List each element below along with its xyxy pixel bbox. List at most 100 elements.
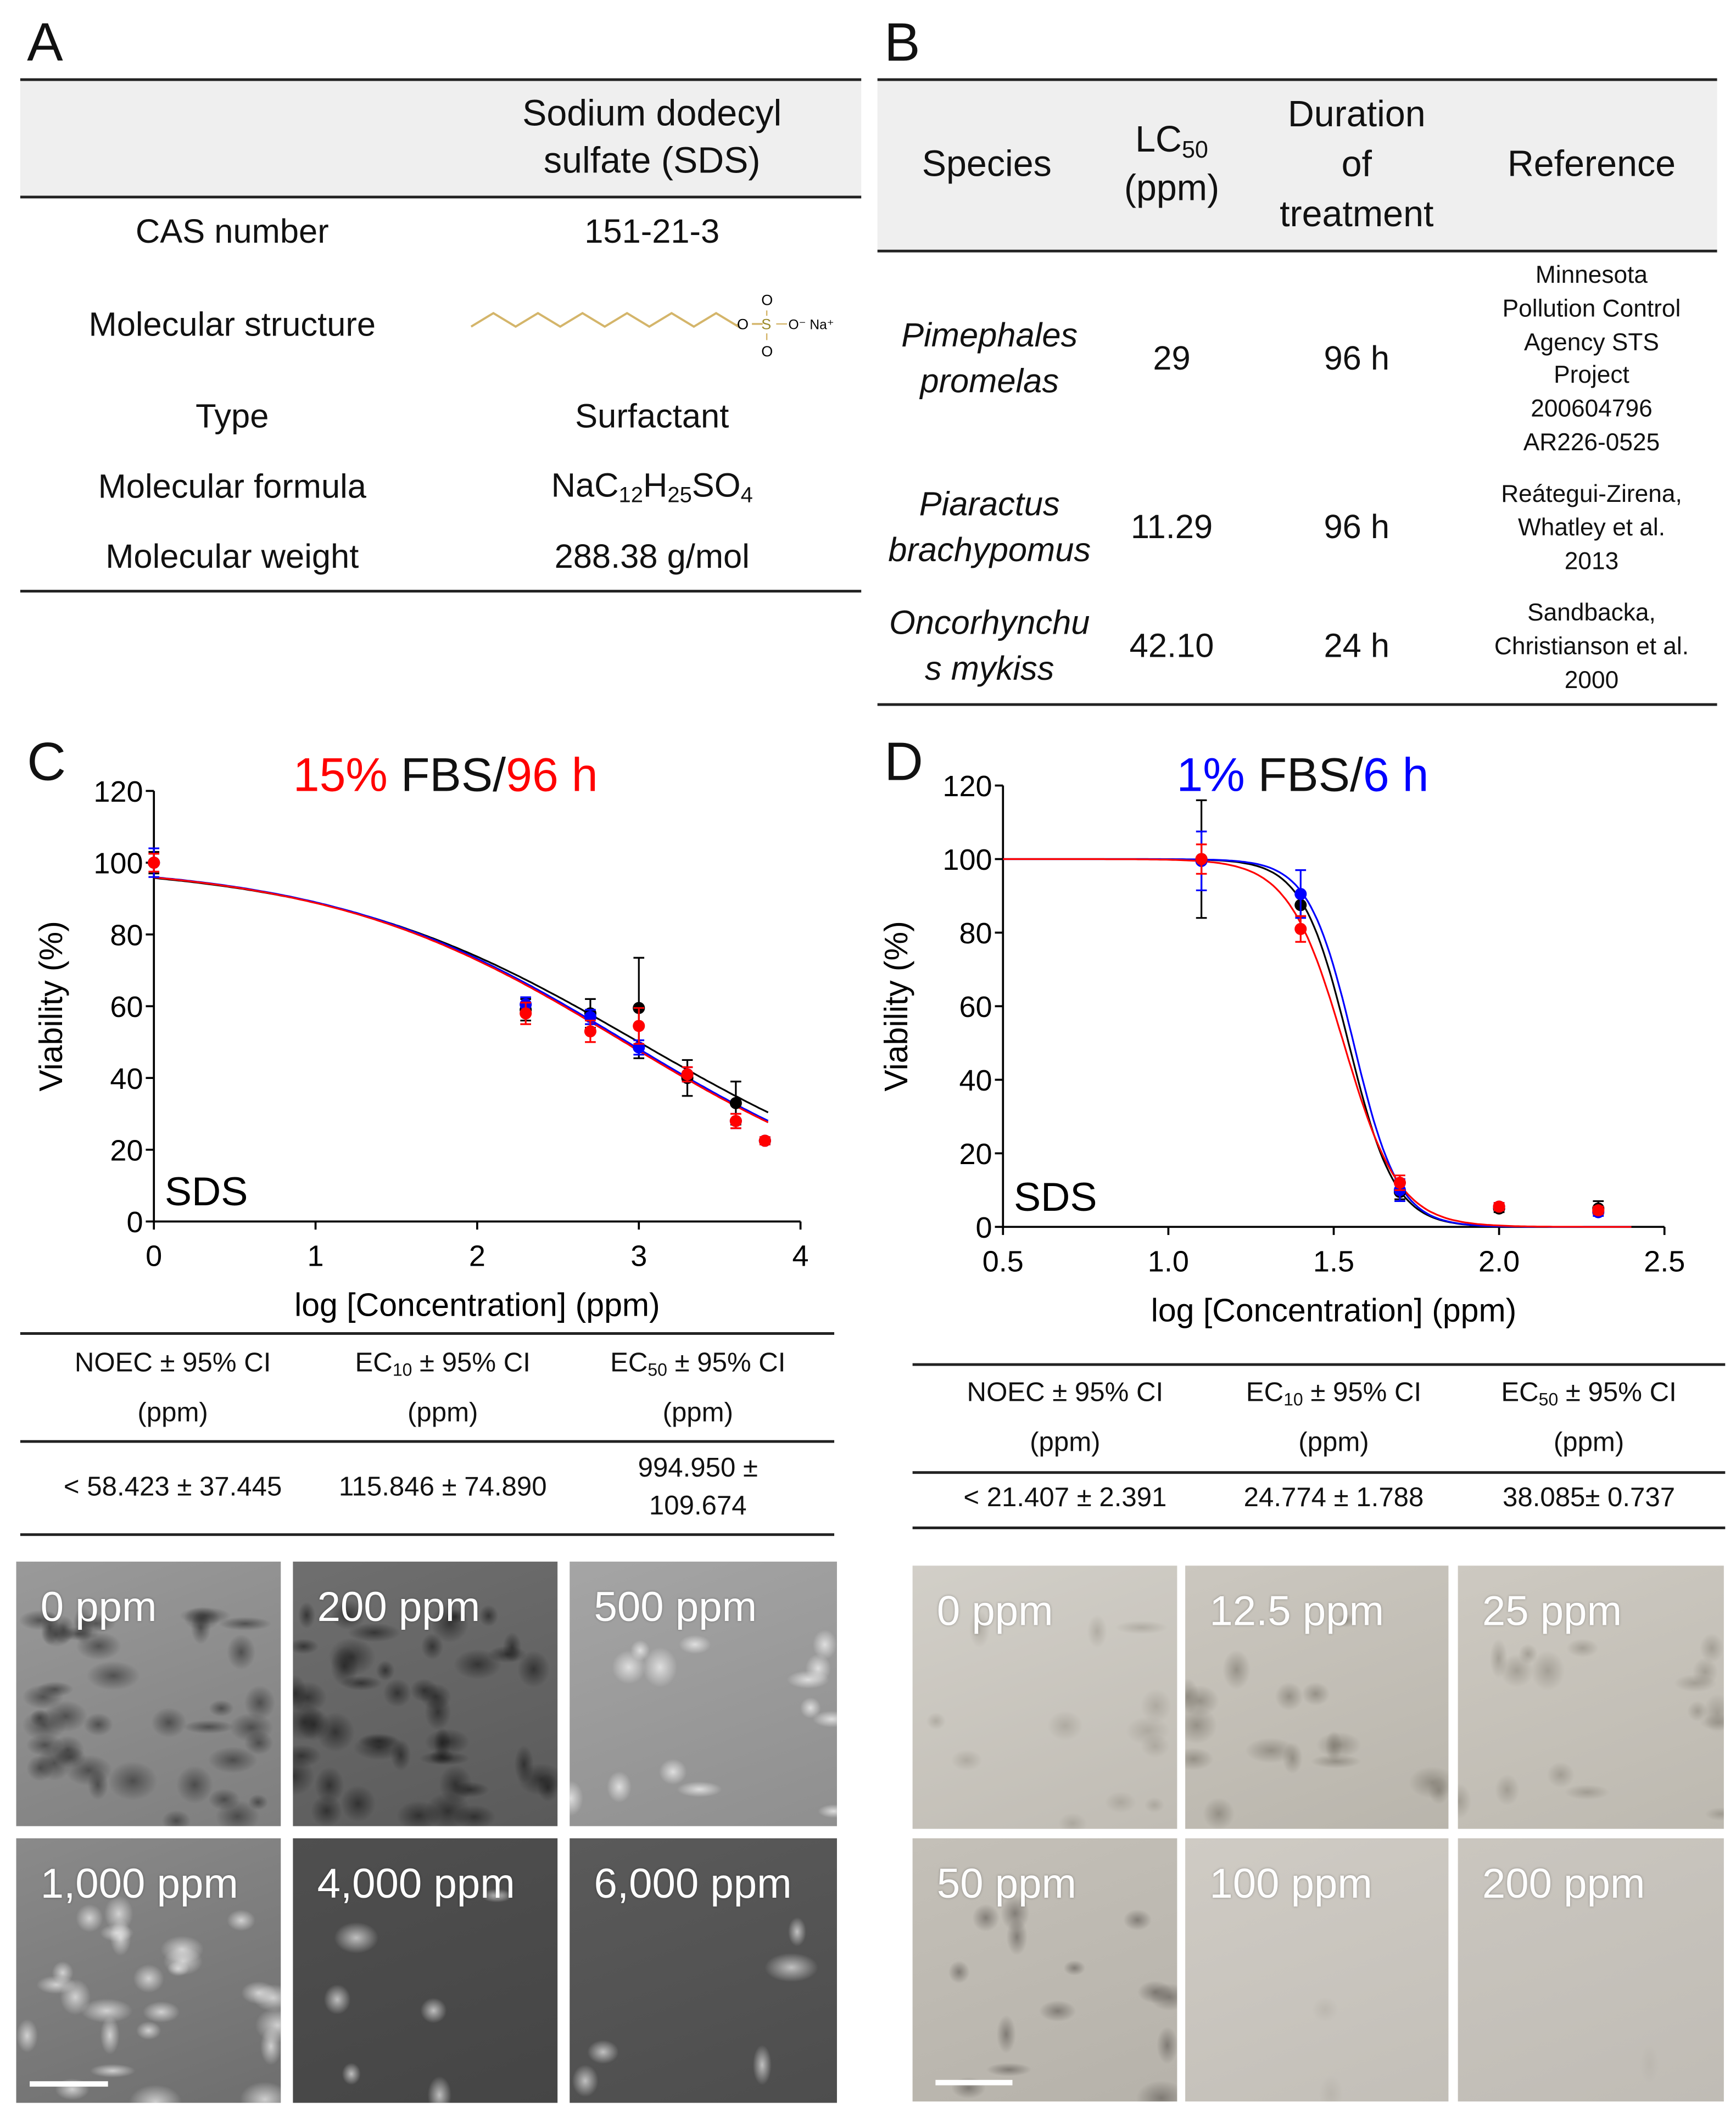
divider — [20, 590, 862, 593]
species-line: Oncorhynchu — [889, 604, 1090, 642]
concentration-label: 200 ppm — [1482, 1860, 1645, 1908]
value-line: 109.674 — [649, 1491, 747, 1522]
type-value: Surfactant — [575, 398, 729, 436]
chart-d-title: 1% FBS/6 h — [1176, 749, 1428, 803]
ref-line: Minnesota — [1535, 261, 1648, 288]
y-tick-label: 20 — [959, 1138, 992, 1171]
header-text: NOEC — [74, 1348, 153, 1378]
y-tick-label: 60 — [110, 991, 143, 1024]
fit-curve-red — [1003, 858, 1632, 1228]
oxygen-atom: O — [761, 343, 773, 360]
oxygen-atom: O — [737, 316, 749, 333]
y-tick-label: 80 — [110, 919, 143, 952]
data-point-red — [148, 857, 160, 869]
species-line: promelas — [920, 363, 1059, 401]
table-b-header-bg — [877, 78, 1717, 250]
y-axis-label: Viability (%) — [33, 921, 69, 1091]
fit-curve-red — [154, 876, 769, 1123]
header-unit: (ppm) — [1298, 1427, 1369, 1457]
reference: Sandbacka, Christianson et al. 2000 — [1494, 596, 1689, 697]
data-point-blue — [1294, 888, 1307, 901]
header-text: ± 95% CI — [1303, 1377, 1422, 1407]
header-reference: Reference — [1507, 143, 1676, 184]
header-line: Duration — [1287, 93, 1426, 135]
ref-line: 2000 — [1564, 666, 1619, 693]
formula-sub: 12 — [618, 483, 643, 508]
ref-line: AR226-0525 — [1523, 428, 1660, 456]
x-tick-label: 1.0 — [1148, 1245, 1189, 1278]
reference: Reátegui-Zirena, Whatley et al. 2013 — [1501, 478, 1682, 578]
divider — [877, 703, 1717, 706]
header-unit: (ppm) — [408, 1397, 478, 1428]
header-unit: (ppm) — [662, 1397, 733, 1428]
column-header: EC50 ± 95% CI (ppm) — [1501, 1368, 1676, 1468]
header-unit: (ppm) — [1030, 1427, 1101, 1457]
concentration-label: 25 ppm — [1482, 1587, 1622, 1635]
micrograph: 6,000 ppm — [570, 1838, 837, 2103]
concentration-label: 200 ppm — [317, 1583, 481, 1631]
duration-value: 24 h — [1324, 627, 1390, 666]
y-tick-label: 40 — [959, 1064, 992, 1097]
value-cell: < 21.407 ± 2.391 — [963, 1483, 1167, 1513]
micrograph: 200 ppm — [293, 1561, 558, 1826]
row-label-formula: Molecular formula — [98, 468, 366, 506]
ref-line: 200604796 — [1531, 395, 1653, 422]
row-label-structure: Molecular structure — [88, 306, 376, 344]
species-name: Oncorhynchu s mykiss — [889, 600, 1090, 692]
title-time: 96 h — [506, 749, 598, 802]
value-cell: 115.846 ± 74.890 — [338, 1472, 547, 1502]
concentration-label: 4,000 ppm — [317, 1860, 515, 1908]
micrograph: 1,000 ppm — [16, 1838, 281, 2103]
lc50-value: 11.29 — [1130, 508, 1213, 546]
concentration-label: 12.5 ppm — [1209, 1587, 1385, 1635]
x-tick-label: 4 — [792, 1240, 809, 1273]
title-fbs: FBS/ — [1244, 749, 1363, 802]
chart-c: 0 20 40 60 80 100 120 0 1 2 3 4 log [Concentration] … — [33, 775, 809, 1323]
data-point-red — [1592, 1204, 1605, 1217]
column-header: EC10 ± 95% CI (ppm) — [1246, 1368, 1421, 1468]
x-axis-label: log [Concentration] (ppm) — [1151, 1292, 1517, 1328]
y-tick-label: 0 — [126, 1206, 143, 1239]
data-point-red — [758, 1134, 771, 1147]
micrograph: 500 ppm — [570, 1561, 837, 1826]
compound-annotation: SDS — [1014, 1174, 1097, 1220]
column-header: NOEC ± 95% CI (ppm) — [75, 1338, 271, 1438]
molecular-structure: O S O O O⁻ Na⁺ — [470, 292, 834, 360]
micrograph: 200 ppm — [1458, 1838, 1724, 2102]
fit-curve-black — [154, 877, 769, 1114]
y-tick-label: 0 — [976, 1211, 992, 1244]
divider — [877, 78, 1717, 81]
sulfur-atom: S — [761, 316, 771, 333]
header-sub: 10 — [1283, 1388, 1303, 1409]
y-tick-label: 100 — [942, 843, 992, 876]
micrograph: 0 ppm — [912, 1566, 1177, 1829]
header-line: sulfate (SDS) — [543, 140, 761, 181]
x-tick-label: 2.5 — [1644, 1245, 1685, 1278]
species-line: Pimephales — [901, 317, 1078, 355]
divider — [20, 1332, 835, 1335]
panel-label-a: A — [27, 13, 63, 73]
concentration-label: 100 ppm — [1209, 1860, 1372, 1908]
x-tick-label: 1.5 — [1313, 1245, 1354, 1278]
fit-curve-blue — [1003, 858, 1632, 1228]
x-tick-label: 2 — [469, 1240, 485, 1273]
column-header: NOEC ± 95% CI (ppm) — [967, 1368, 1164, 1468]
data-point-red — [1393, 1176, 1406, 1189]
title-serum: 15% — [293, 749, 388, 802]
duration-value: 96 h — [1324, 508, 1390, 546]
ref-line: Christianson et al. — [1494, 632, 1689, 659]
compound-annotation: SDS — [165, 1168, 248, 1214]
x-tick-label: 0.5 — [983, 1245, 1024, 1278]
divider — [20, 195, 862, 199]
data-point-red — [681, 1068, 694, 1081]
header-lc50: LC50 (ppm) — [1124, 116, 1219, 213]
y-tick-label: 40 — [110, 1063, 143, 1095]
data-point-red — [633, 1020, 645, 1032]
scale-bar — [935, 2079, 1013, 2086]
micrograph: 0 ppm — [16, 1561, 281, 1826]
lc50-value: 29 — [1153, 339, 1191, 378]
value-cell: 24.774 ± 1.788 — [1243, 1483, 1424, 1513]
data-point-red — [1195, 853, 1208, 865]
data-point-red — [1294, 922, 1307, 935]
